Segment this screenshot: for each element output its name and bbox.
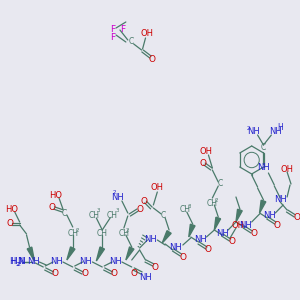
Text: NH: NH: [144, 236, 157, 244]
Text: CH: CH: [207, 199, 218, 208]
Text: CH: CH: [97, 229, 108, 238]
Text: NH: NH: [169, 244, 182, 253]
Text: O: O: [81, 269, 88, 278]
Text: OH: OH: [200, 148, 213, 157]
Text: O: O: [293, 214, 300, 223]
Text: C: C: [61, 208, 67, 217]
Polygon shape: [27, 247, 34, 261]
Text: 3: 3: [97, 208, 100, 212]
Text: NH: NH: [269, 128, 282, 136]
Polygon shape: [96, 247, 104, 261]
Text: CH: CH: [118, 229, 129, 238]
Text: NH: NH: [194, 236, 207, 244]
Text: OH: OH: [280, 166, 294, 175]
Text: F: F: [110, 34, 116, 43]
Text: HO: HO: [50, 190, 62, 200]
Text: NH: NH: [139, 274, 152, 283]
Text: H: H: [277, 124, 283, 133]
Text: F: F: [120, 26, 125, 34]
Polygon shape: [260, 200, 266, 213]
Polygon shape: [236, 209, 242, 222]
Text: NH: NH: [263, 212, 276, 220]
Text: O: O: [49, 203, 56, 212]
Text: NH: NH: [239, 220, 252, 230]
Text: F: F: [110, 26, 116, 34]
Text: OH: OH: [231, 221, 244, 230]
Text: 3: 3: [115, 208, 119, 212]
Text: 2: 2: [247, 125, 250, 130]
Polygon shape: [67, 247, 75, 260]
Text: CH: CH: [67, 229, 78, 238]
Polygon shape: [214, 217, 220, 230]
Text: C: C: [160, 212, 166, 220]
Text: 2: 2: [112, 190, 116, 194]
Text: 2: 2: [15, 262, 19, 266]
Text: N: N: [17, 257, 24, 266]
Text: 2: 2: [214, 197, 218, 202]
Text: O: O: [179, 253, 186, 262]
Text: NH: NH: [79, 257, 92, 266]
Text: O: O: [205, 245, 212, 254]
Text: NH: NH: [274, 196, 286, 205]
Text: O: O: [152, 262, 159, 272]
Text: O: O: [229, 238, 236, 247]
Text: OH: OH: [151, 184, 164, 193]
Text: 2: 2: [76, 227, 80, 232]
Text: HO: HO: [5, 206, 18, 214]
Text: NH: NH: [247, 128, 260, 136]
Text: 2: 2: [16, 262, 20, 266]
Text: NH: NH: [109, 257, 122, 266]
Text: O: O: [52, 269, 58, 278]
Text: O: O: [274, 220, 281, 230]
Text: O: O: [199, 160, 206, 169]
Text: H: H: [11, 257, 17, 266]
Text: CH: CH: [89, 212, 100, 220]
Text: C: C: [261, 143, 266, 152]
Text: H: H: [10, 257, 16, 266]
Text: NH: NH: [27, 257, 40, 266]
Text: O: O: [130, 269, 137, 278]
Text: CH: CH: [106, 212, 118, 220]
Text: NH: NH: [112, 194, 124, 202]
Text: OH: OH: [141, 29, 154, 38]
Text: NH: NH: [257, 164, 270, 172]
Text: 2: 2: [126, 227, 130, 232]
Text: 3: 3: [188, 205, 191, 209]
Text: O: O: [250, 229, 257, 238]
Text: O: O: [140, 197, 147, 206]
Polygon shape: [189, 224, 195, 237]
Text: NH: NH: [216, 229, 229, 238]
Text: O: O: [6, 220, 13, 229]
Text: N: N: [18, 257, 25, 266]
Text: CH: CH: [179, 206, 190, 214]
Polygon shape: [162, 231, 171, 243]
Text: NH: NH: [50, 257, 62, 266]
Text: O: O: [136, 206, 143, 214]
Text: C: C: [128, 38, 134, 46]
Text: C: C: [218, 179, 223, 188]
Polygon shape: [126, 247, 134, 260]
Text: O: O: [110, 269, 118, 278]
Text: O: O: [149, 55, 156, 64]
